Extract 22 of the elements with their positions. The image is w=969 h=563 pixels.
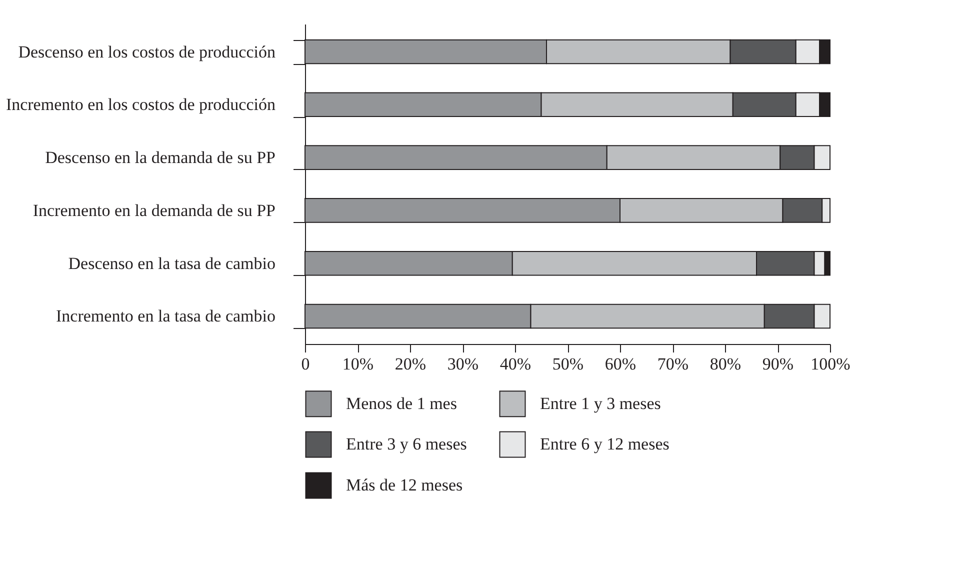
legend-label: Menos de 1 mes [346, 394, 457, 413]
x-tick-label: 0 [301, 354, 310, 374]
x-tick-label: 10% [342, 354, 374, 374]
legend-label: Entre 6 y 12 meses [540, 434, 670, 454]
x-tick-label: 80% [710, 354, 742, 374]
x-tick-label: 20% [394, 354, 426, 374]
x-tick-label: 100% [810, 354, 850, 374]
x-tick-label: 50% [552, 354, 584, 374]
y-tick-label: Incremento en los costos de producción [6, 95, 276, 114]
x-tick-label: 30% [447, 354, 479, 374]
x-tick-label: 90% [762, 354, 794, 374]
x-tick-label: 40% [500, 354, 532, 374]
y-tick-label: Descenso en la demanda de su PP [45, 148, 276, 168]
legend-label: Entre 3 y 6 meses [346, 434, 467, 454]
x-tick-label: 70% [657, 354, 689, 374]
x-tick-label: 60% [604, 354, 636, 374]
y-tick-label: Incremento en la demanda de su PP [32, 200, 276, 220]
y-tick-label: Descenso en la tasa de cambio [68, 254, 276, 273]
y-tick-label: Incremento en la tasa de cambio [56, 306, 276, 326]
legend-label: Más de 12 meses [346, 476, 463, 494]
legend-label: Entre 1 y 3 meses [540, 394, 661, 413]
y-tick-label: Descenso en los costos de producción [18, 42, 276, 62]
